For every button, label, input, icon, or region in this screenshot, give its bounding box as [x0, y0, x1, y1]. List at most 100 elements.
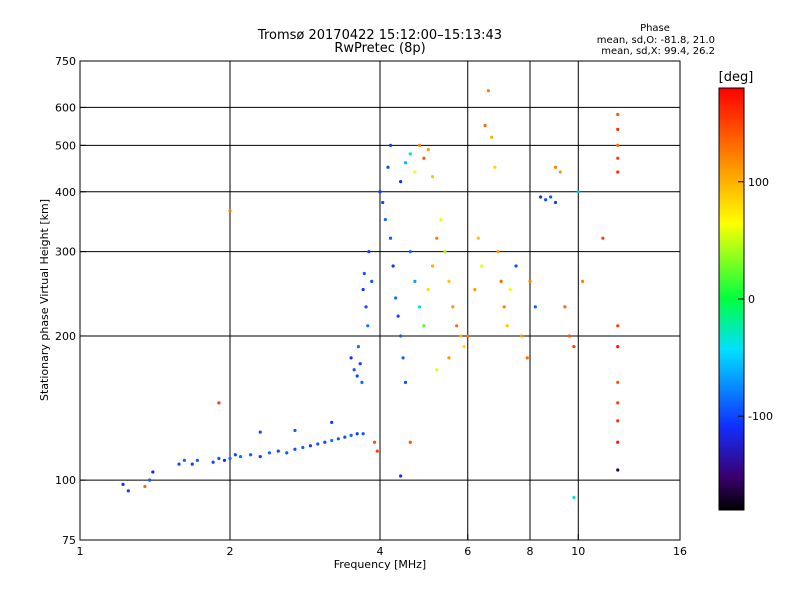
data-point [330, 420, 334, 424]
data-points [121, 89, 620, 500]
data-point [308, 444, 313, 448]
data-point [502, 305, 506, 309]
data-point [451, 305, 455, 309]
data-point [572, 345, 576, 349]
data-point [285, 451, 289, 455]
data-point [211, 460, 215, 464]
data-point [403, 161, 408, 165]
data-point [316, 442, 320, 446]
phase-legend-o: mean, sd,O: -81.8, 21.0 [597, 35, 715, 46]
x-tick-label: 8 [527, 545, 534, 558]
data-point [430, 175, 435, 179]
y-tick-label: 100 [55, 474, 76, 487]
data-point [601, 236, 605, 240]
data-point [361, 287, 365, 292]
data-point [567, 334, 572, 338]
data-point [426, 147, 430, 152]
data-point [228, 456, 232, 461]
y-tick-label: 600 [55, 101, 76, 114]
data-point [372, 440, 377, 444]
data-point [443, 250, 447, 254]
data-point [388, 143, 393, 147]
data-point [195, 458, 199, 462]
data-point [258, 454, 262, 459]
data-point [408, 152, 412, 156]
data-point [549, 195, 553, 199]
data-point [447, 356, 451, 360]
data-point [430, 264, 435, 268]
data-point [616, 440, 620, 444]
data-point [408, 250, 412, 254]
data-point [462, 345, 466, 349]
data-point [267, 451, 272, 455]
data-point [447, 279, 451, 283]
data-point [476, 236, 480, 240]
data-point [394, 296, 398, 300]
x-axis-title: Frequency [MHz] [334, 558, 426, 571]
data-point [293, 428, 297, 433]
data-point [182, 458, 186, 462]
data-point [228, 209, 232, 213]
data-point [366, 324, 370, 328]
data-point [383, 217, 387, 222]
data-point [505, 324, 509, 328]
data-point [553, 165, 558, 169]
data-point [386, 165, 390, 169]
data-point [616, 419, 620, 423]
data-point [343, 435, 347, 439]
data-point [580, 279, 585, 283]
colorbar-tick-label: -100 [748, 410, 773, 423]
data-point [301, 445, 305, 450]
y-tick-label: 400 [55, 186, 76, 199]
colorbar-ticks: 100 0 -100 [738, 176, 773, 423]
data-point [572, 495, 576, 500]
data-point [364, 305, 368, 309]
data-point [323, 440, 327, 444]
data-point [360, 380, 364, 384]
data-point [293, 447, 297, 451]
data-point [616, 380, 620, 384]
chart-subtitle: RwPretec (8p) [334, 41, 425, 56]
data-point [490, 135, 494, 139]
colorbar-label: [deg] [719, 70, 754, 85]
data-point [217, 456, 221, 461]
y-tick-label: 300 [55, 246, 76, 259]
data-point [439, 217, 443, 222]
data-point [352, 368, 356, 372]
data-point [422, 156, 426, 160]
data-point [493, 165, 497, 169]
data-point [151, 470, 155, 474]
data-point [499, 279, 503, 283]
data-point [222, 458, 227, 462]
data-point [148, 478, 152, 482]
data-point [217, 401, 221, 405]
data-point [401, 356, 405, 360]
chart-title: Tromsø 20170422 15:12:00–15:13:43 [257, 28, 502, 43]
y-tick-label: 500 [55, 139, 76, 152]
data-point [388, 236, 393, 240]
grid-lines [80, 61, 680, 540]
data-point [349, 433, 353, 438]
colorbar-tick-label: 0 [748, 293, 755, 306]
data-point [399, 180, 403, 184]
data-point [466, 334, 470, 338]
x-tick-label: 10 [571, 545, 585, 558]
data-point [520, 334, 524, 338]
data-point [330, 438, 334, 443]
data-point [480, 264, 484, 268]
data-point [375, 449, 379, 453]
data-point [367, 250, 371, 254]
phase-legend-x: mean, sd,X: 99.4, 26.2 [601, 46, 715, 57]
data-point [558, 170, 562, 174]
data-point [143, 484, 147, 489]
data-point [276, 449, 280, 453]
data-point [233, 453, 237, 457]
x-tick-label: 2 [227, 545, 234, 558]
data-point [177, 462, 181, 466]
data-point [413, 279, 417, 283]
data-point [616, 143, 620, 147]
data-point [358, 362, 362, 366]
data-point [190, 462, 194, 466]
data-point [399, 334, 403, 338]
